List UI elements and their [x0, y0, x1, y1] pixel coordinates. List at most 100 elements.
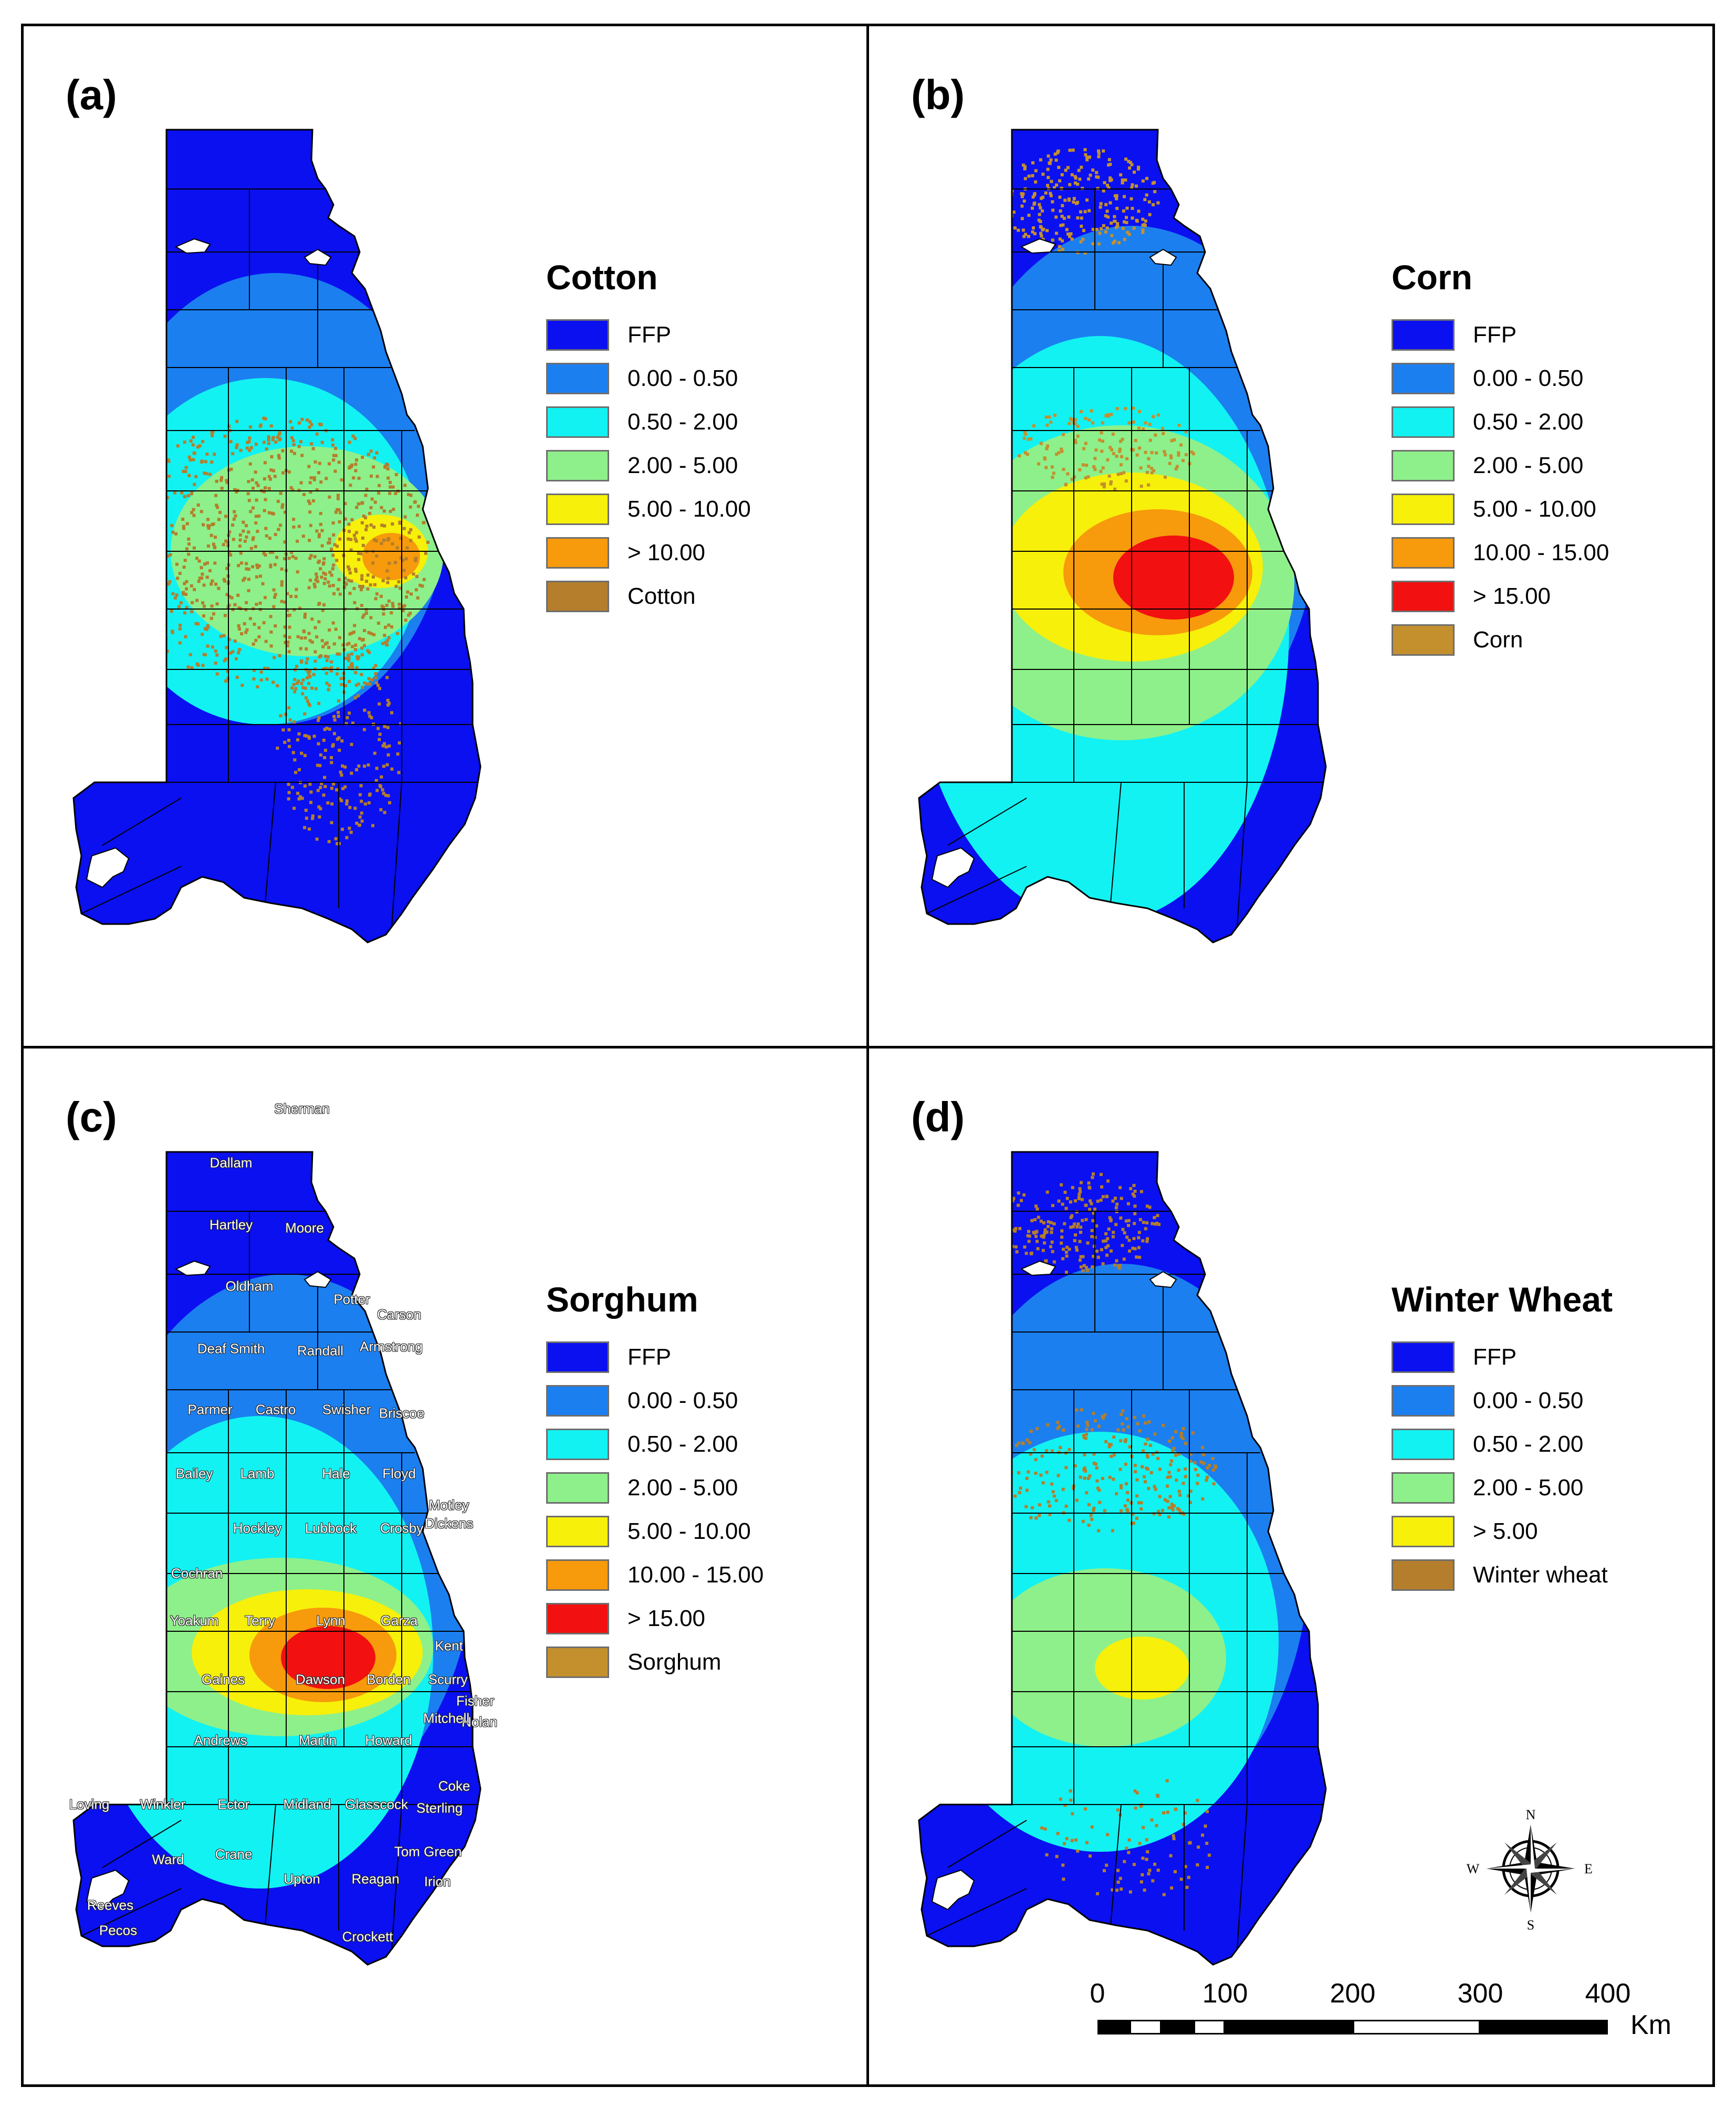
crop-pixel: [1090, 409, 1093, 413]
crop-pixel: [360, 585, 364, 589]
crop-pixel: [1111, 1529, 1114, 1533]
crop-pixel: [1188, 1841, 1192, 1844]
crop-pixel: [305, 816, 308, 820]
crop-pixel: [193, 588, 196, 591]
county-label: Hartley: [209, 1216, 253, 1233]
crop-pixel: [264, 486, 267, 490]
crop-pixel: [286, 614, 290, 617]
crop-pixel: [1187, 1494, 1190, 1498]
crop-pixel: [161, 500, 164, 504]
crop-pixel: [280, 506, 284, 509]
crop-pixel: [380, 523, 384, 527]
crop-pixel: [289, 486, 293, 489]
crop-pixel: [1044, 466, 1048, 469]
crop-pixel: [1084, 153, 1087, 156]
crop-pixel: [287, 470, 291, 474]
crop-pixel: [281, 471, 285, 475]
crop-pixel: [373, 500, 377, 504]
crop-pixel: [1017, 1441, 1020, 1445]
crop-pixel: [271, 680, 275, 684]
crop-pixel: [130, 561, 134, 565]
crop-pixel: [1069, 1200, 1072, 1204]
crop-pixel: [331, 438, 334, 442]
crop-pixel: [286, 592, 289, 595]
crop-pixel: [297, 525, 301, 528]
crop-pixel: [1121, 1422, 1124, 1425]
crop-pixel: [304, 687, 307, 690]
crop-pixel: [409, 494, 413, 497]
crop-pixel: [1113, 215, 1116, 218]
crop-pixel: [350, 742, 353, 746]
crop-pixel: [1178, 1508, 1181, 1512]
crop-pixel: [1050, 180, 1053, 183]
crop-pixel: [364, 612, 368, 615]
crop-pixel: [353, 806, 357, 810]
crop-pixel: [359, 552, 363, 555]
crop-pixel: [335, 788, 338, 792]
crop-pixel: [1055, 1855, 1059, 1858]
crop-pixel: [135, 527, 139, 530]
crop-pixel: [336, 672, 339, 676]
crop-pixel: [362, 613, 366, 617]
crop-pixel: [301, 692, 305, 696]
crop-pixel: [1112, 1231, 1115, 1234]
crop-pixel: [332, 642, 336, 646]
crop-pixel: [1070, 478, 1074, 481]
crop-pixel: [1098, 232, 1102, 235]
crop-pixel: [1124, 407, 1127, 411]
crop-pixel: [330, 669, 333, 673]
legend-label: 2.00 - 5.00: [1473, 452, 1584, 478]
crop-pixel: [303, 784, 307, 788]
crop-pixel: [348, 806, 352, 809]
lake-shape: [1020, 1260, 1057, 1276]
crop-pixel: [240, 684, 244, 687]
crop-pixel: [1023, 167, 1027, 171]
crop-pixel: [194, 475, 198, 478]
crop-pixel: [1083, 1466, 1086, 1470]
crop-pixel: [383, 811, 386, 814]
crop-pixel: [310, 442, 313, 446]
crop-pixel: [251, 565, 255, 569]
crop-pixel: [1090, 1517, 1094, 1521]
crop-pixel: [1145, 1204, 1149, 1208]
crop-pixel: [1212, 1482, 1216, 1486]
crop-pixel: [203, 471, 206, 475]
crop-pixel: [200, 566, 203, 570]
crop-pixel: [1056, 1421, 1060, 1424]
crop-pixel: [1193, 1461, 1197, 1464]
crop-pixel: [1080, 216, 1083, 220]
crop-pixel: [1061, 433, 1065, 436]
crop-pixel: [293, 678, 297, 681]
crop-pixel: [354, 570, 358, 573]
crop-pixel: [1141, 1873, 1144, 1876]
crop-pixel: [1013, 1229, 1017, 1233]
crop-pixel: [1080, 1181, 1083, 1184]
crop-pixel: [1095, 1224, 1099, 1228]
crop-pixel: [1090, 1825, 1094, 1829]
crop-pixel: [1123, 237, 1126, 241]
crop-pixel: [320, 782, 323, 785]
crop-pixel: [316, 580, 320, 583]
crop-pixel: [229, 651, 233, 655]
crop-pixel: [246, 492, 250, 496]
crop-pixel: [1153, 1862, 1157, 1866]
crop-pixel: [1147, 1872, 1151, 1875]
crop-pixel: [1133, 1212, 1137, 1215]
crop-pixel: [1061, 223, 1065, 227]
crop-pixel: [1141, 217, 1145, 221]
crop-pixel: [1124, 1504, 1127, 1508]
crop-pixel: [267, 438, 270, 442]
crop-pixel: [1172, 1504, 1176, 1508]
crop-pixel: [337, 578, 341, 581]
crop-pixel: [1163, 1498, 1167, 1502]
crop-pixel: [296, 681, 299, 685]
crop-pixel: [1006, 183, 1010, 186]
crop-pixel: [1202, 1453, 1205, 1456]
crop-pixel: [1184, 1865, 1187, 1869]
crop-pixel: [1053, 414, 1057, 417]
crop-pixel: [1085, 1433, 1089, 1436]
legend-item: 2.00 - 5.00: [546, 444, 751, 487]
crop-pixel: [1169, 454, 1173, 458]
crop-pixel: [1196, 1473, 1200, 1477]
crop-pixel: [1093, 1419, 1097, 1422]
